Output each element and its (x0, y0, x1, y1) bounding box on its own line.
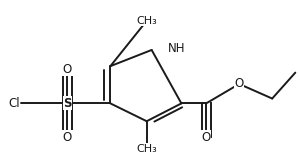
Text: Cl: Cl (8, 97, 20, 110)
Text: O: O (235, 78, 244, 90)
Text: O: O (63, 63, 72, 76)
Text: O: O (202, 131, 211, 144)
Text: CH₃: CH₃ (136, 144, 157, 154)
Text: CH₃: CH₃ (136, 16, 157, 26)
Text: O: O (63, 131, 72, 144)
Text: NH: NH (168, 42, 185, 55)
Text: S: S (63, 97, 72, 110)
